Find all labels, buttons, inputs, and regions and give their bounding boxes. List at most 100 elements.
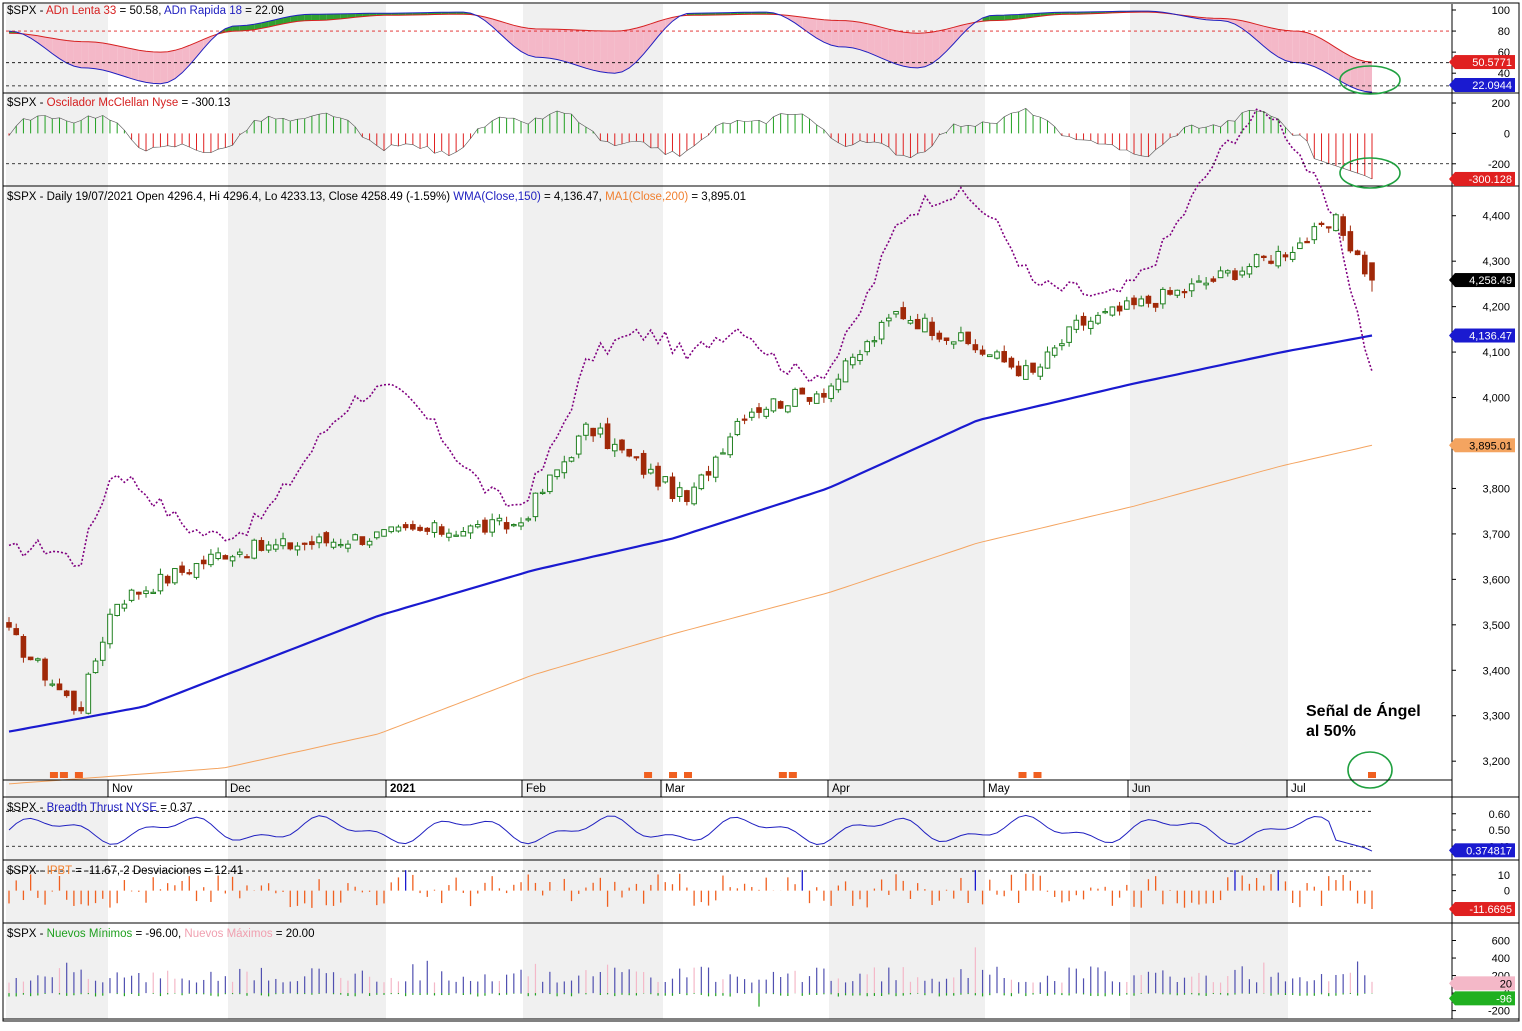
value-badge — [1455, 991, 1515, 1006]
candle-body — [958, 332, 964, 342]
value-badge-text: -300.128 — [1469, 174, 1512, 186]
candle-body — [345, 543, 351, 549]
candle-body — [1131, 297, 1137, 306]
adn-fill — [492, 18, 500, 34]
adn-fill — [182, 45, 190, 73]
candle-body — [878, 321, 885, 340]
value-badge — [1455, 976, 1515, 991]
candle-body — [922, 317, 928, 333]
value-badge-text: 4,258.49 — [1469, 275, 1512, 287]
candle-body — [943, 337, 950, 342]
adn-fill — [888, 29, 897, 64]
candle-body — [1008, 357, 1015, 368]
adn-fill — [66, 40, 74, 67]
signal-marker — [644, 772, 653, 778]
month-shade-band — [228, 4, 386, 1019]
candle-body — [99, 641, 106, 661]
candle-body — [849, 356, 856, 366]
adn-fill — [1011, 14, 1019, 20]
adn-fill — [499, 21, 507, 40]
adn-fill — [650, 21, 659, 46]
candle-body — [539, 491, 546, 495]
adn-fill — [513, 25, 522, 52]
y-tick-label: 4,200 — [1482, 302, 1510, 314]
candle-body — [965, 331, 971, 345]
adn-fill — [52, 38, 60, 59]
candle-body — [1037, 366, 1044, 377]
panel-title-part: IPBT — [47, 865, 73, 877]
adn-fill — [996, 15, 1005, 21]
adn-fill — [823, 19, 832, 46]
adn-fast-line — [8, 10, 1373, 93]
candle-body — [748, 411, 755, 418]
candle-body — [741, 418, 748, 421]
candle-body — [1138, 298, 1145, 307]
candle-body — [121, 603, 128, 609]
adn-fill — [989, 15, 997, 21]
annotation-text: al 50% — [1306, 723, 1356, 740]
adn-fill — [37, 35, 46, 49]
candle-body — [554, 469, 560, 478]
candle-body — [1001, 351, 1008, 363]
candle-body — [705, 471, 712, 476]
candle-body — [611, 443, 618, 452]
panel-title-part: Nuevos Mínimos — [47, 928, 133, 940]
adn-fill — [528, 28, 536, 58]
panel-title: $SPX - ADn Lenta 33 = 50.58, ADn Rapida … — [7, 5, 284, 17]
value-badge-text: 22.0944 — [1472, 80, 1512, 92]
adn-fill — [1343, 52, 1351, 87]
adn-fill — [867, 23, 875, 56]
value-badge-arrow — [1449, 55, 1455, 70]
candle-body — [698, 474, 705, 490]
candle-body — [799, 387, 806, 395]
candle-body — [842, 360, 849, 383]
candle-body — [684, 490, 690, 502]
candle-body — [936, 332, 943, 340]
candle-body — [503, 522, 510, 530]
candle-body — [1246, 266, 1253, 275]
adn-fill — [1018, 14, 1026, 19]
value-badge-text: -96 — [1496, 993, 1512, 1005]
month-shade-band — [1130, 4, 1288, 1019]
candle-body — [402, 524, 409, 529]
candle-body — [1030, 362, 1036, 373]
candle-body — [604, 423, 611, 450]
candle-body — [1289, 251, 1296, 260]
panel-title-part: = 3,895.01 — [688, 191, 746, 203]
adn-fill — [59, 39, 67, 64]
candle-body — [474, 524, 481, 528]
candle-body — [871, 340, 878, 343]
candle-body — [453, 534, 459, 537]
y-tick-label: 4,400 — [1482, 211, 1510, 223]
candle-body — [785, 405, 791, 413]
adn-fill — [1285, 30, 1293, 63]
adn-fill — [881, 27, 889, 62]
month-shade-band — [829, 4, 985, 1019]
candle-body — [1354, 250, 1361, 256]
adn-fill — [1314, 35, 1322, 71]
adn-fill — [138, 50, 147, 83]
adn-fill — [549, 29, 558, 60]
y-tick-label: 100 — [1492, 5, 1510, 17]
candle-body — [676, 487, 683, 498]
panel-title-part: $SPX - — [7, 802, 47, 814]
candle-body — [720, 452, 726, 455]
adn-fill — [1299, 31, 1308, 65]
candle-body — [648, 468, 654, 474]
candle-body — [1102, 311, 1108, 314]
candle-body — [258, 539, 265, 551]
candle-body — [633, 456, 640, 459]
signal-marker — [74, 772, 83, 778]
candle-body — [157, 573, 164, 592]
candle-body — [6, 622, 12, 628]
panel-title: $SPX - Breadth Thrust NYSE = 0.37 — [7, 802, 193, 814]
adn-fill — [1307, 32, 1315, 67]
candle-body — [438, 526, 445, 535]
candle-body — [301, 542, 308, 545]
y-tick-label: 3,400 — [1482, 665, 1510, 677]
candle-body — [193, 563, 200, 578]
mcclellan-outline — [8, 108, 1373, 180]
candle-body — [395, 526, 402, 532]
candle-body — [1073, 319, 1080, 330]
month-label: Jun — [1132, 783, 1151, 795]
